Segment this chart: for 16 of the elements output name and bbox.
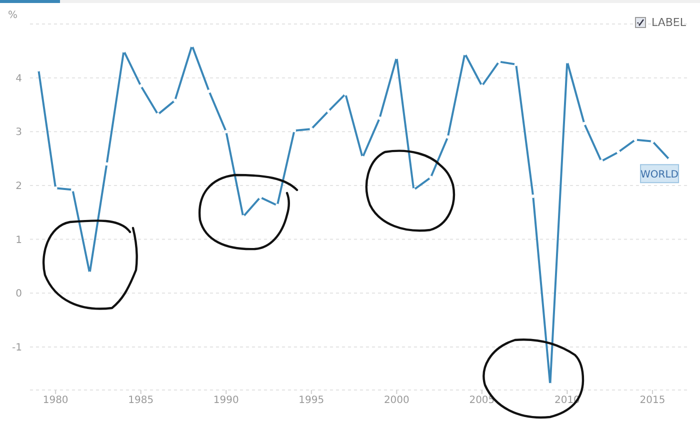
- x-tick-label: 2005: [469, 395, 495, 406]
- y-tick-label: 3: [16, 127, 22, 138]
- annotation: LABEL: [651, 16, 686, 29]
- x-tick-label: 1995: [298, 395, 324, 406]
- y-tick-label: 1: [16, 234, 22, 246]
- series-label: WORLD: [640, 170, 679, 181]
- x-tick-label: 1980: [42, 395, 68, 406]
- y-tick-label: 0: [16, 288, 22, 300]
- y-tick-label: 4: [16, 73, 22, 84]
- x-tick-label: 1990: [213, 395, 239, 406]
- x-tick-label: 1985: [128, 395, 154, 406]
- x-tick-label: 2015: [640, 395, 666, 406]
- y-axis-title: %: [8, 10, 18, 21]
- y-tick-label: 2: [16, 181, 22, 192]
- x-tick-label: 2000: [384, 395, 410, 406]
- y-tick-label: -1: [12, 342, 22, 354]
